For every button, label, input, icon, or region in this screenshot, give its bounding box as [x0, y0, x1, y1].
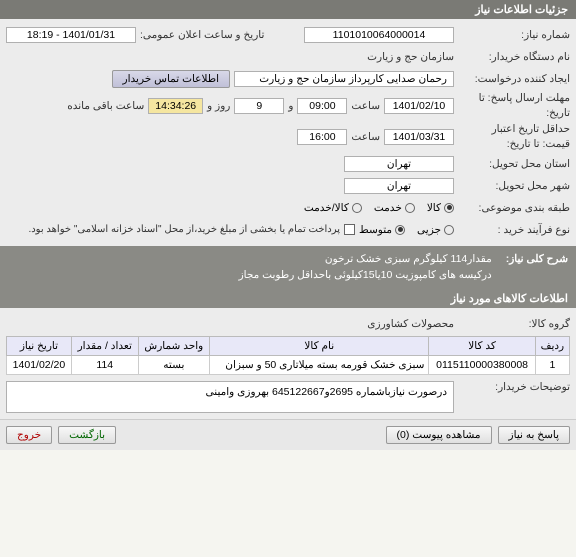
desc-label: شرح کلی نیاز:	[506, 252, 568, 284]
header-title: جزئیات اطلاعات نیاز	[475, 4, 568, 16]
goods-area: گروه کالا: محصولات کشاورزی ردیف کد کالا …	[0, 308, 576, 419]
validity-label: حداقل تاریخ اعتبار قیمت: تا تاریخ:	[458, 122, 570, 151]
buyer-value: سازمان حج و زیارت	[367, 51, 454, 63]
row-process: نوع فرآیند خرید : جزیی متوسط پرداخت تمام…	[6, 220, 570, 240]
radio-icon	[352, 203, 362, 213]
exit-button[interactable]: خروج	[6, 426, 52, 444]
radio-both[interactable]: کالا/خدمت	[304, 202, 362, 214]
need-no-value: 1101010064000014	[304, 27, 454, 43]
col-row: ردیف	[535, 337, 569, 356]
validity-date: 1401/03/31	[384, 129, 454, 145]
respond-button[interactable]: پاسخ به نیاز	[498, 426, 570, 444]
header-bar: جزئیات اطلاعات نیاز	[0, 0, 576, 19]
buyer-note-value: درصورت نیازباشماره 2695و645122667 بهروزی…	[6, 381, 454, 413]
contact-button[interactable]: اطلاعات تماس خریدار	[112, 70, 230, 88]
back-button[interactable]: بازگشت	[58, 426, 116, 444]
cell-qty: 114	[71, 356, 138, 375]
pay-note: پرداخت تمام یا بخشی از مبلغ خرید،از محل …	[28, 224, 340, 235]
cell-idx: 1	[535, 356, 569, 375]
radio-small[interactable]: جزیی	[417, 224, 454, 236]
exec-city-label: استان محل تحویل:	[458, 158, 570, 170]
cell-name: سبزی خشک قورمه بسته میلاتاری 50 و سبزان	[210, 356, 429, 375]
days-value: 9	[234, 98, 284, 114]
buyer-label: نام دستگاه خریدار:	[458, 51, 570, 63]
desc-text: مقدار114 کیلوگرم سبزی خشک ترخون درکیسه ه…	[239, 252, 492, 284]
row-requester: ایجاد کننده درخواست: رحمان صدایی کارپردا…	[6, 69, 570, 89]
desc-block: شرح کلی نیاز: مقدار114 کیلوگرم سبزی خشک …	[0, 246, 576, 290]
radio-service[interactable]: خدمت	[374, 202, 415, 214]
goods-table: ردیف کد کالا نام کالا واحد شمارش تعداد /…	[6, 336, 570, 375]
requester-label: ایجاد کننده درخواست:	[458, 73, 570, 85]
col-code: کد کالا	[429, 337, 535, 356]
days-label: روز و	[207, 100, 230, 112]
cell-code: 0115110000380008	[429, 356, 535, 375]
goods-header: اطلاعات کالاهای مورد نیاز	[0, 289, 576, 308]
row-need-no: شماره نیاز: 1101010064000014 تاریخ و ساع…	[6, 25, 570, 45]
validity-time-label: ساعت	[351, 131, 380, 143]
row-delivery-city: شهر محل تحویل: تهران	[6, 176, 570, 196]
pay-checkbox[interactable]	[344, 224, 355, 235]
exec-city-value: تهران	[344, 156, 454, 172]
deadline-label: مهلت ارسال پاسخ: تا تاریخ:	[458, 91, 570, 120]
delivery-city-label: شهر محل تحویل:	[458, 180, 570, 192]
validity-time: 16:00	[297, 129, 347, 145]
group-value: محصولات کشاورزی	[367, 318, 454, 330]
form-area: شماره نیاز: 1101010064000014 تاریخ و ساع…	[0, 19, 576, 246]
remain-time: 14:34:26	[148, 98, 203, 114]
remain-label: ساعت باقی مانده	[67, 100, 144, 112]
col-name: نام کالا	[210, 337, 429, 356]
row-exec-city: استان محل تحویل: تهران	[6, 154, 570, 174]
radio-goods[interactable]: کالا	[427, 202, 454, 214]
row-validity: حداقل تاریخ اعتبار قیمت: تا تاریخ: 1401/…	[6, 122, 570, 151]
need-no-label: شماره نیاز:	[458, 29, 570, 41]
radio-icon	[444, 203, 454, 213]
radio-icon	[395, 225, 405, 235]
row-classify: طبقه بندی موضوعی: کالا خدمت کالا/خدمت	[6, 198, 570, 218]
requester-value: رحمان صدایی کارپرداز سازمان حج و زیارت	[234, 71, 454, 87]
and-label: و	[288, 100, 293, 112]
radio-icon	[405, 203, 415, 213]
table-header-row: ردیف کد کالا نام کالا واحد شمارش تعداد /…	[7, 337, 570, 356]
row-buyer: نام دستگاه خریدار: سازمان حج و زیارت	[6, 47, 570, 67]
col-date: تاریخ نیاز	[7, 337, 72, 356]
classify-label: طبقه بندی موضوعی:	[458, 202, 570, 214]
classify-radios: کالا خدمت کالا/خدمت	[304, 202, 454, 214]
row-deadline: مهلت ارسال پاسخ: تا تاریخ: 1401/02/10 سا…	[6, 91, 570, 120]
deadline-time-label: ساعت	[351, 100, 380, 112]
row-group: گروه کالا: محصولات کشاورزی	[6, 314, 570, 334]
cell-unit: بسته	[138, 356, 210, 375]
radio-icon	[444, 225, 454, 235]
cell-date: 1401/02/20	[7, 356, 72, 375]
col-unit: واحد شمارش	[138, 337, 210, 356]
deadline-date: 1401/02/10	[384, 98, 454, 114]
radio-medium[interactable]: متوسط	[359, 224, 405, 236]
delivery-city-value: تهران	[344, 178, 454, 194]
announce-value: 1401/01/31 - 18:19	[6, 27, 136, 43]
attach-button[interactable]: مشاهده پیوست (0)	[386, 426, 492, 444]
process-label: نوع فرآیند خرید :	[458, 224, 570, 236]
announce-label: تاریخ و ساعت اعلان عمومی:	[140, 29, 264, 41]
group-label: گروه کالا:	[458, 318, 570, 330]
table-row: 1 0115110000380008 سبزی خشک قورمه بسته م…	[7, 356, 570, 375]
buyer-note-label: توضیحات خریدار:	[458, 381, 570, 393]
deadline-time: 09:00	[297, 98, 347, 114]
footer-bar: پاسخ به نیاز مشاهده پیوست (0) بازگشت خرو…	[0, 419, 576, 450]
process-radios: جزیی متوسط	[359, 224, 454, 236]
col-qty: تعداد / مقدار	[71, 337, 138, 356]
row-buyer-note: توضیحات خریدار: درصورت نیازباشماره 2695و…	[6, 381, 570, 413]
